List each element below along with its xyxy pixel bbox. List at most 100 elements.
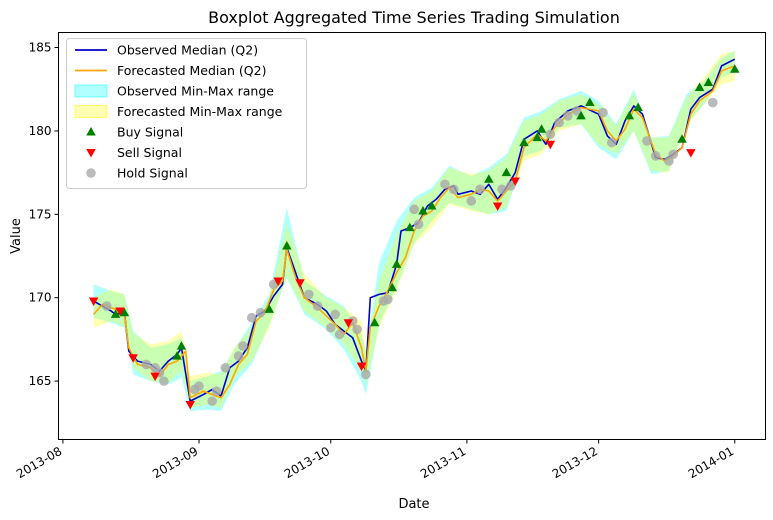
- hold-signal-point: [563, 111, 573, 121]
- buy-signal-point: [694, 82, 705, 92]
- hold-signal-point: [246, 312, 257, 323]
- chart-title: Boxplot Aggregated Time Series Trading S…: [208, 8, 620, 27]
- buy-signal-point: [501, 167, 512, 177]
- buy-signal-point: [119, 307, 130, 317]
- hold-signal-point: [607, 137, 617, 148]
- hold-signal-point: [255, 307, 266, 318]
- sell-signal-point: [88, 297, 99, 307]
- buy-signal-point: [576, 110, 586, 120]
- hold-signal-point: [194, 381, 204, 391]
- buy-signal-point: [532, 132, 542, 142]
- hold-signal-point: [571, 106, 582, 116]
- hold-signal-point: [497, 184, 507, 195]
- buy-signal-point: [624, 110, 635, 120]
- y-tick-label: 175: [29, 207, 52, 221]
- legend-entry-label: Buy Signal: [117, 125, 183, 140]
- hold-signal-point: [598, 107, 608, 118]
- buy-signal-point: [536, 124, 547, 133]
- hold-signal-point: [304, 289, 314, 300]
- buy-signal-point: [110, 309, 121, 318]
- sell-signal-point: [115, 307, 125, 317]
- hold-signal-point: [211, 386, 222, 396]
- buy-signal-point: [176, 341, 187, 350]
- hold-signal-point: [466, 196, 477, 206]
- legend-forecast-band-swatch: [74, 105, 108, 118]
- sell-signal-point: [128, 354, 138, 363]
- sell-signal-point: [686, 149, 696, 158]
- forecast-median-line: [92, 65, 736, 399]
- buy-signal-point: [427, 200, 437, 210]
- buy-signal-point: [418, 205, 428, 215]
- buy-signal-point: [677, 134, 687, 143]
- hold-signal-point: [334, 329, 345, 340]
- hold-signal-point: [554, 117, 564, 128]
- legend-entry-label: Observed Median (Q2): [117, 43, 258, 58]
- legend-entry-label: Forecasted Median (Q2): [117, 63, 266, 78]
- hold-signal-point: [325, 322, 336, 333]
- buy-signal-point: [391, 259, 402, 268]
- forecast-range-band: [93, 50, 735, 408]
- hold-signal-point: [668, 149, 679, 160]
- hold-signal-point: [102, 301, 112, 311]
- hold-signal-point: [141, 359, 152, 370]
- sell-signal-point: [343, 319, 354, 328]
- hold-signal-point: [238, 341, 248, 351]
- legend-buy-swatch: [86, 127, 96, 136]
- hold-signal-point: [383, 294, 393, 305]
- buy-signal-point: [484, 174, 494, 183]
- hold-signal-point: [159, 376, 169, 386]
- hold-signal-point: [708, 97, 718, 108]
- hold-signal-point: [448, 184, 459, 195]
- buy-signal-point: [387, 282, 397, 292]
- hold-signal-point: [475, 184, 485, 195]
- x-tick-label: 2013-12: [550, 444, 600, 481]
- sell-signal-point: [185, 400, 195, 410]
- buy-signal-point: [519, 137, 529, 147]
- hold-signal-point: [506, 181, 516, 191]
- plot-frame: [58, 32, 766, 440]
- legend-sell-swatch: [86, 149, 96, 158]
- buy-signal-point: [633, 102, 643, 112]
- buy-signal-point: [703, 77, 714, 87]
- hold-signal-point: [650, 151, 661, 161]
- hold-signal-point: [545, 129, 556, 140]
- y-tick-label: 185: [29, 41, 52, 55]
- legend-observed-band-swatch: [74, 84, 108, 98]
- sell-signal-point: [492, 202, 503, 211]
- hold-signal-point: [361, 369, 371, 380]
- sell-signal-point: [150, 372, 160, 382]
- legend-entry-label: Hold Signal: [117, 166, 188, 181]
- hold-signal-point: [220, 362, 231, 373]
- hold-signal-point: [413, 219, 424, 230]
- legend-hold-swatch: [86, 168, 96, 178]
- sell-signal-point: [510, 177, 520, 186]
- observed-median-line: [93, 58, 736, 402]
- sell-signal-point: [545, 140, 556, 150]
- legend: Observed Median (Q2) Forecasted Median (Q…: [66, 38, 307, 189]
- buy-signal-point: [405, 222, 415, 232]
- buy-signal-point: [172, 351, 182, 360]
- y-axis-label: Value: [9, 218, 24, 254]
- hold-signal-point: [409, 204, 419, 215]
- y-axis: 165 170 175 180 185: [29, 41, 59, 388]
- hold-signal-point: [642, 136, 652, 146]
- x-tick-label: 2013-09: [150, 444, 200, 481]
- sell-signal-point: [273, 277, 283, 287]
- y-tick-label: 180: [29, 124, 52, 138]
- buy-signal-point: [585, 97, 595, 107]
- hold-signal-point: [440, 179, 450, 190]
- legend-entry-label: Forecasted Min-Max range: [117, 104, 283, 119]
- hold-signal-point: [312, 301, 323, 311]
- legend-box: [66, 38, 307, 189]
- y-tick-label: 170: [29, 291, 52, 305]
- hold-signal-point: [352, 324, 362, 335]
- hold-signal-point: [207, 396, 217, 406]
- sell-signal-point: [295, 279, 305, 288]
- legend-entry-label: Sell Signal: [117, 145, 182, 160]
- x-tick-label: 2014-01: [686, 444, 736, 481]
- buy-signal-point: [369, 317, 380, 327]
- buy-signal-point: [730, 64, 740, 73]
- y-tick-label: 165: [29, 374, 52, 388]
- buy-signal-point: [264, 304, 275, 313]
- legend-entry-label: Observed Min-Max range: [117, 84, 274, 99]
